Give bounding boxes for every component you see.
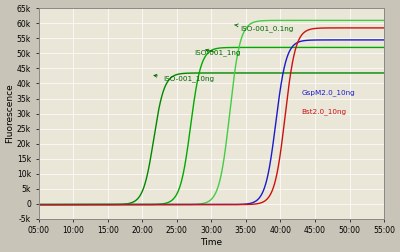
- Text: ISO-001_0.1ng: ISO-001_0.1ng: [234, 24, 294, 32]
- Y-axis label: Fluorescence: Fluorescence: [5, 84, 14, 143]
- X-axis label: Time: Time: [200, 238, 222, 247]
- Text: ISO-001_10ng: ISO-001_10ng: [154, 74, 214, 82]
- Text: Bst2.0_10ng: Bst2.0_10ng: [301, 109, 346, 115]
- Text: ISO-001_1ng: ISO-001_1ng: [194, 49, 240, 56]
- Text: GspM2.0_10ng: GspM2.0_10ng: [301, 89, 355, 96]
